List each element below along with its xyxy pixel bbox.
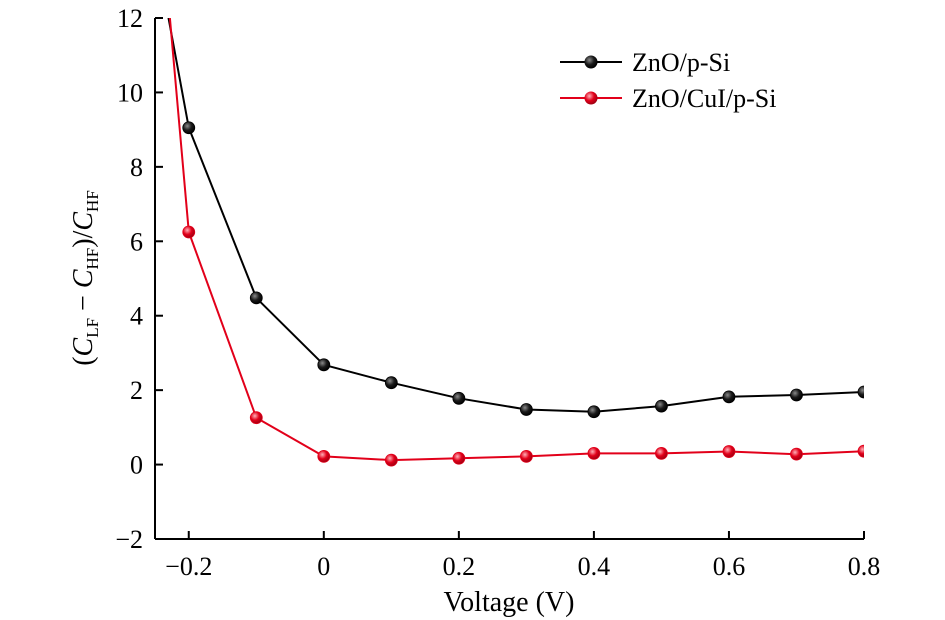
x-ticks: −0.2 0 0.2 0.4 0.6 0.8 <box>165 531 880 581</box>
y-title-close: )/ <box>68 230 99 247</box>
data-point-zno-p-si <box>655 399 668 413</box>
x-tick-label: 0.6 <box>713 552 746 581</box>
data-point-zno-cui-p-si <box>519 449 533 463</box>
data-point-zno-p-si <box>452 391 466 405</box>
data-point-zno-p-si <box>857 385 864 399</box>
y-tick-label: −2 <box>115 525 143 554</box>
y-tick-label: 8 <box>130 153 143 182</box>
y-tick-label: 6 <box>130 227 143 256</box>
x-tick-label: 0.8 <box>848 552 881 581</box>
data-point-zno-cui-p-si <box>587 447 601 460</box>
x-tick-label: −0.2 <box>165 552 212 581</box>
data-point-zno-cui-p-si <box>857 444 864 458</box>
data-point-zno-cui-p-si <box>249 411 263 425</box>
y-tick-label: 4 <box>130 302 143 331</box>
x-tick-label: 0 <box>317 552 330 581</box>
data-point-zno-p-si <box>519 403 533 416</box>
x-tick-label: 0.2 <box>443 552 476 581</box>
y-ticks: −2 0 2 4 6 8 10 12 <box>115 4 163 554</box>
y-tick-label: 10 <box>117 78 143 107</box>
data-point-zno-cui-p-si <box>452 451 466 465</box>
data-point-zno-p-si <box>587 405 601 419</box>
x-axis-title: Voltage (V) <box>444 587 575 618</box>
y-title-minus: − <box>68 288 99 318</box>
y-title-sub2: HF <box>83 248 102 270</box>
legend-label-zno-psi: ZnO/p-Si <box>632 48 730 77</box>
data-point-zno-p-si <box>790 388 803 402</box>
y-title-open: ( <box>68 356 99 365</box>
data-point-zno-p-si <box>317 358 331 372</box>
y-tick-label: 2 <box>130 376 143 405</box>
data-point-zno-cui-p-si <box>317 449 331 463</box>
y-axis-title: (CLF − CHF)/CHF <box>68 190 102 366</box>
y-tick-label: 0 <box>130 451 143 480</box>
y-title-sub3: HF <box>83 190 102 212</box>
series-line-zno-cui-p-si <box>168 18 864 462</box>
y-tick-label: 12 <box>117 4 143 33</box>
series-line-zno-p-si <box>167 18 864 413</box>
legend-marker-zno-cui-psi <box>584 91 598 105</box>
y-title-c1: C <box>68 337 99 356</box>
data-point-zno-p-si <box>249 291 263 305</box>
y-title-sub1: LF <box>83 318 102 338</box>
x-tick-label: 0.4 <box>578 552 611 581</box>
y-title-c2: C <box>68 269 99 288</box>
data-point-zno-cui-p-si <box>655 447 668 460</box>
data-point-zno-cui-p-si <box>384 453 398 467</box>
legend-marker-zno-psi <box>584 55 598 69</box>
data-point-zno-p-si <box>182 121 196 135</box>
data-point-zno-p-si <box>722 390 736 404</box>
legend-label-zno-cui-psi: ZnO/CuI/p-Si <box>632 84 776 113</box>
data-point-zno-cui-p-si <box>182 225 196 239</box>
data-point-zno-cui-p-si <box>790 447 803 461</box>
legend: ZnO/p-Si ZnO/CuI/p-Si <box>560 48 776 113</box>
data-point-zno-cui-p-si <box>722 445 736 458</box>
series-layer <box>167 18 864 467</box>
data-point-zno-p-si <box>384 376 398 390</box>
y-title-c3: C <box>68 212 99 231</box>
